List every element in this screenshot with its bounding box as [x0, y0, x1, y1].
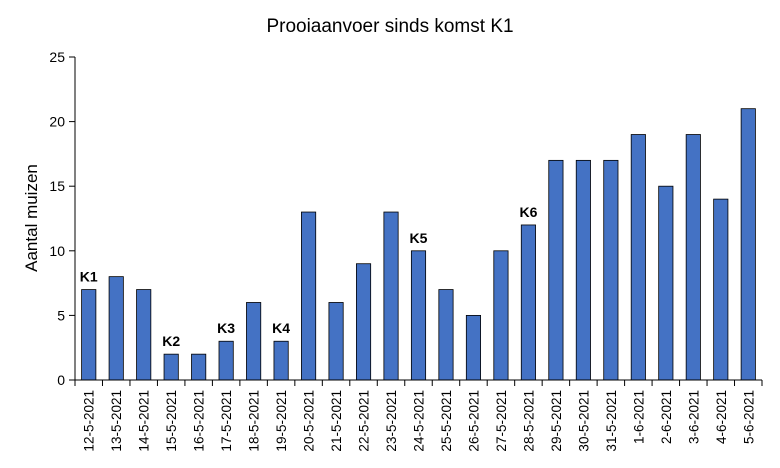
chart-title: Prooiaanvoer sinds komst K1	[266, 16, 513, 37]
bar	[355, 263, 372, 381]
bar	[493, 250, 509, 381]
x-tick-label: 15-5-2021	[164, 390, 179, 452]
x-tick-label: 5-6-2021	[741, 390, 756, 444]
x-tick-label: 16-5-2021	[192, 390, 207, 452]
x-tick-label: 12-5-2021	[82, 390, 97, 452]
bar	[575, 159, 591, 381]
x-tick-label: 3-6-2021	[686, 390, 701, 444]
bar	[163, 353, 179, 381]
x-tick-label: 26-5-2021	[466, 390, 481, 452]
y-tick-label: 10	[49, 243, 65, 259]
x-tick-label: 24-5-2021	[412, 390, 427, 452]
y-axis-ticks: 0 5 10 15 20 25	[49, 49, 75, 388]
bar	[273, 340, 289, 381]
bar	[410, 250, 427, 381]
x-tick-label: 4-6-2021	[714, 390, 729, 444]
bar-annotation: K2	[162, 333, 180, 349]
x-tick-label: 30-5-2021	[576, 390, 591, 452]
bar	[246, 302, 262, 381]
y-tick-label: 15	[49, 178, 65, 194]
x-tick-label: 14-5-2021	[137, 390, 152, 452]
bar	[465, 314, 482, 381]
bar	[136, 289, 152, 381]
x-tick-label: 31-5-2021	[604, 390, 619, 452]
bar-annotation: K4	[272, 320, 290, 336]
x-tick-label: 19-5-2021	[274, 390, 289, 452]
x-tick-label: 17-5-2021	[219, 390, 234, 452]
bar-annotation: K3	[217, 320, 235, 336]
x-tick-label: 25-5-2021	[439, 390, 454, 452]
x-tick-label: 1-6-2021	[631, 390, 646, 444]
bar	[520, 224, 536, 381]
x-tick-label: 29-5-2021	[549, 390, 564, 452]
bar-annotation: K6	[519, 204, 537, 220]
y-tick-label: 0	[57, 372, 65, 388]
x-tick-label: 27-5-2021	[494, 390, 509, 452]
bar	[81, 289, 97, 381]
bar	[630, 134, 646, 381]
bar-annotation: K5	[410, 230, 428, 246]
bar	[301, 211, 317, 381]
bar	[603, 159, 619, 381]
bar	[218, 340, 234, 381]
x-tick-label: 13-5-2021	[109, 390, 124, 452]
x-tick-label: 18-5-2021	[247, 390, 262, 452]
y-tick-label: 5	[57, 307, 65, 323]
bar	[383, 211, 399, 381]
bar	[740, 108, 756, 381]
bars	[81, 108, 756, 381]
annotations: K1 K2 K3 K4 K5 K6	[80, 204, 538, 349]
bar	[328, 302, 344, 381]
bar	[108, 276, 124, 381]
bar	[685, 134, 701, 381]
x-tick-label: 20-5-2021	[302, 390, 317, 452]
x-axis-ticks: 12-5-2021 13-5-2021 14-5-2021 15-5-2021 16-5…	[74, 380, 763, 452]
bar	[713, 198, 729, 381]
y-axis-label: Aantal muizen	[22, 164, 41, 272]
bar	[658, 185, 674, 381]
bar	[191, 353, 207, 381]
bar	[438, 289, 454, 381]
bar-annotation: K1	[80, 269, 98, 285]
x-tick-label: 23-5-2021	[384, 390, 399, 452]
y-tick-label: 20	[49, 114, 65, 130]
x-tick-label: 28-5-2021	[521, 390, 536, 452]
x-tick-label: 22-5-2021	[357, 390, 372, 452]
bar	[548, 159, 564, 381]
x-tick-label: 2-6-2021	[659, 390, 674, 444]
x-tick-label: 21-5-2021	[329, 390, 344, 452]
y-tick-label: 25	[49, 49, 65, 65]
